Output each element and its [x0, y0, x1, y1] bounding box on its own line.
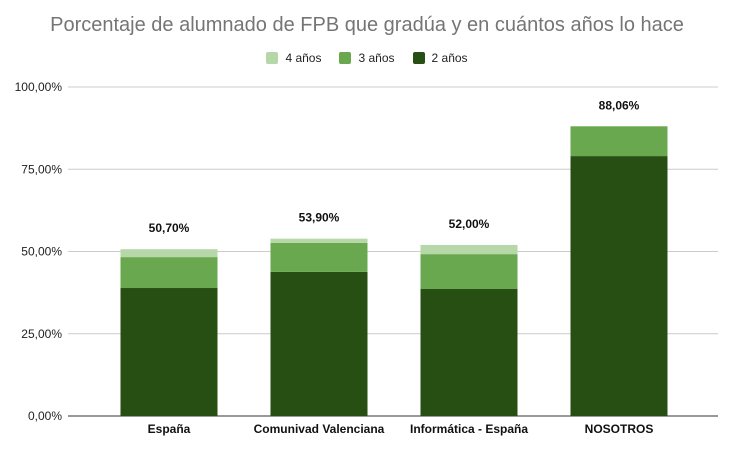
bar-segment [120, 257, 218, 289]
legend-swatch [412, 52, 425, 64]
y-tick-label: 75,00% [21, 162, 62, 176]
data-label: 52,00% [449, 217, 490, 231]
data-label: 50,70% [149, 221, 190, 235]
bar-segment [570, 156, 668, 416]
legend-label: 4 años [285, 51, 322, 65]
y-tick-label: 0,00% [28, 409, 62, 423]
y-tick-label: 25,00% [21, 327, 62, 341]
legend: 4 años 3 años 2 años [0, 51, 734, 65]
legend-item: 4 años [266, 51, 321, 65]
bar-segment [270, 238, 368, 243]
bar-segment [570, 126, 668, 157]
data-label: 53,90% [299, 211, 340, 225]
y-tick-label: 100,00% [15, 80, 63, 94]
y-tick-label: 50,00% [21, 245, 62, 259]
x-tick-label: Comunivad Valenciana [254, 422, 385, 436]
x-tick-label: Informática - España [410, 422, 528, 436]
legend-item: 3 años [339, 51, 395, 65]
data-label: 88,06% [599, 98, 640, 112]
legend-label: 3 años [358, 51, 395, 65]
legend-item: 2 años [412, 51, 468, 65]
bar-segment [420, 254, 518, 290]
x-tick-label: NOSOTROS [585, 422, 654, 436]
bar-segment [120, 288, 218, 416]
bar-segment [270, 271, 368, 416]
bar-segment [420, 289, 518, 416]
legend-swatch [266, 52, 279, 64]
legend-label: 2 años [431, 51, 468, 65]
x-tick-label: España [148, 422, 191, 436]
bar-segment [420, 244, 518, 255]
chart-title: Porcentaje de alumnado de FPB que gradúa… [50, 14, 684, 36]
bar-segment [120, 249, 218, 258]
bar-segment [270, 242, 368, 272]
legend-swatch [339, 52, 352, 64]
